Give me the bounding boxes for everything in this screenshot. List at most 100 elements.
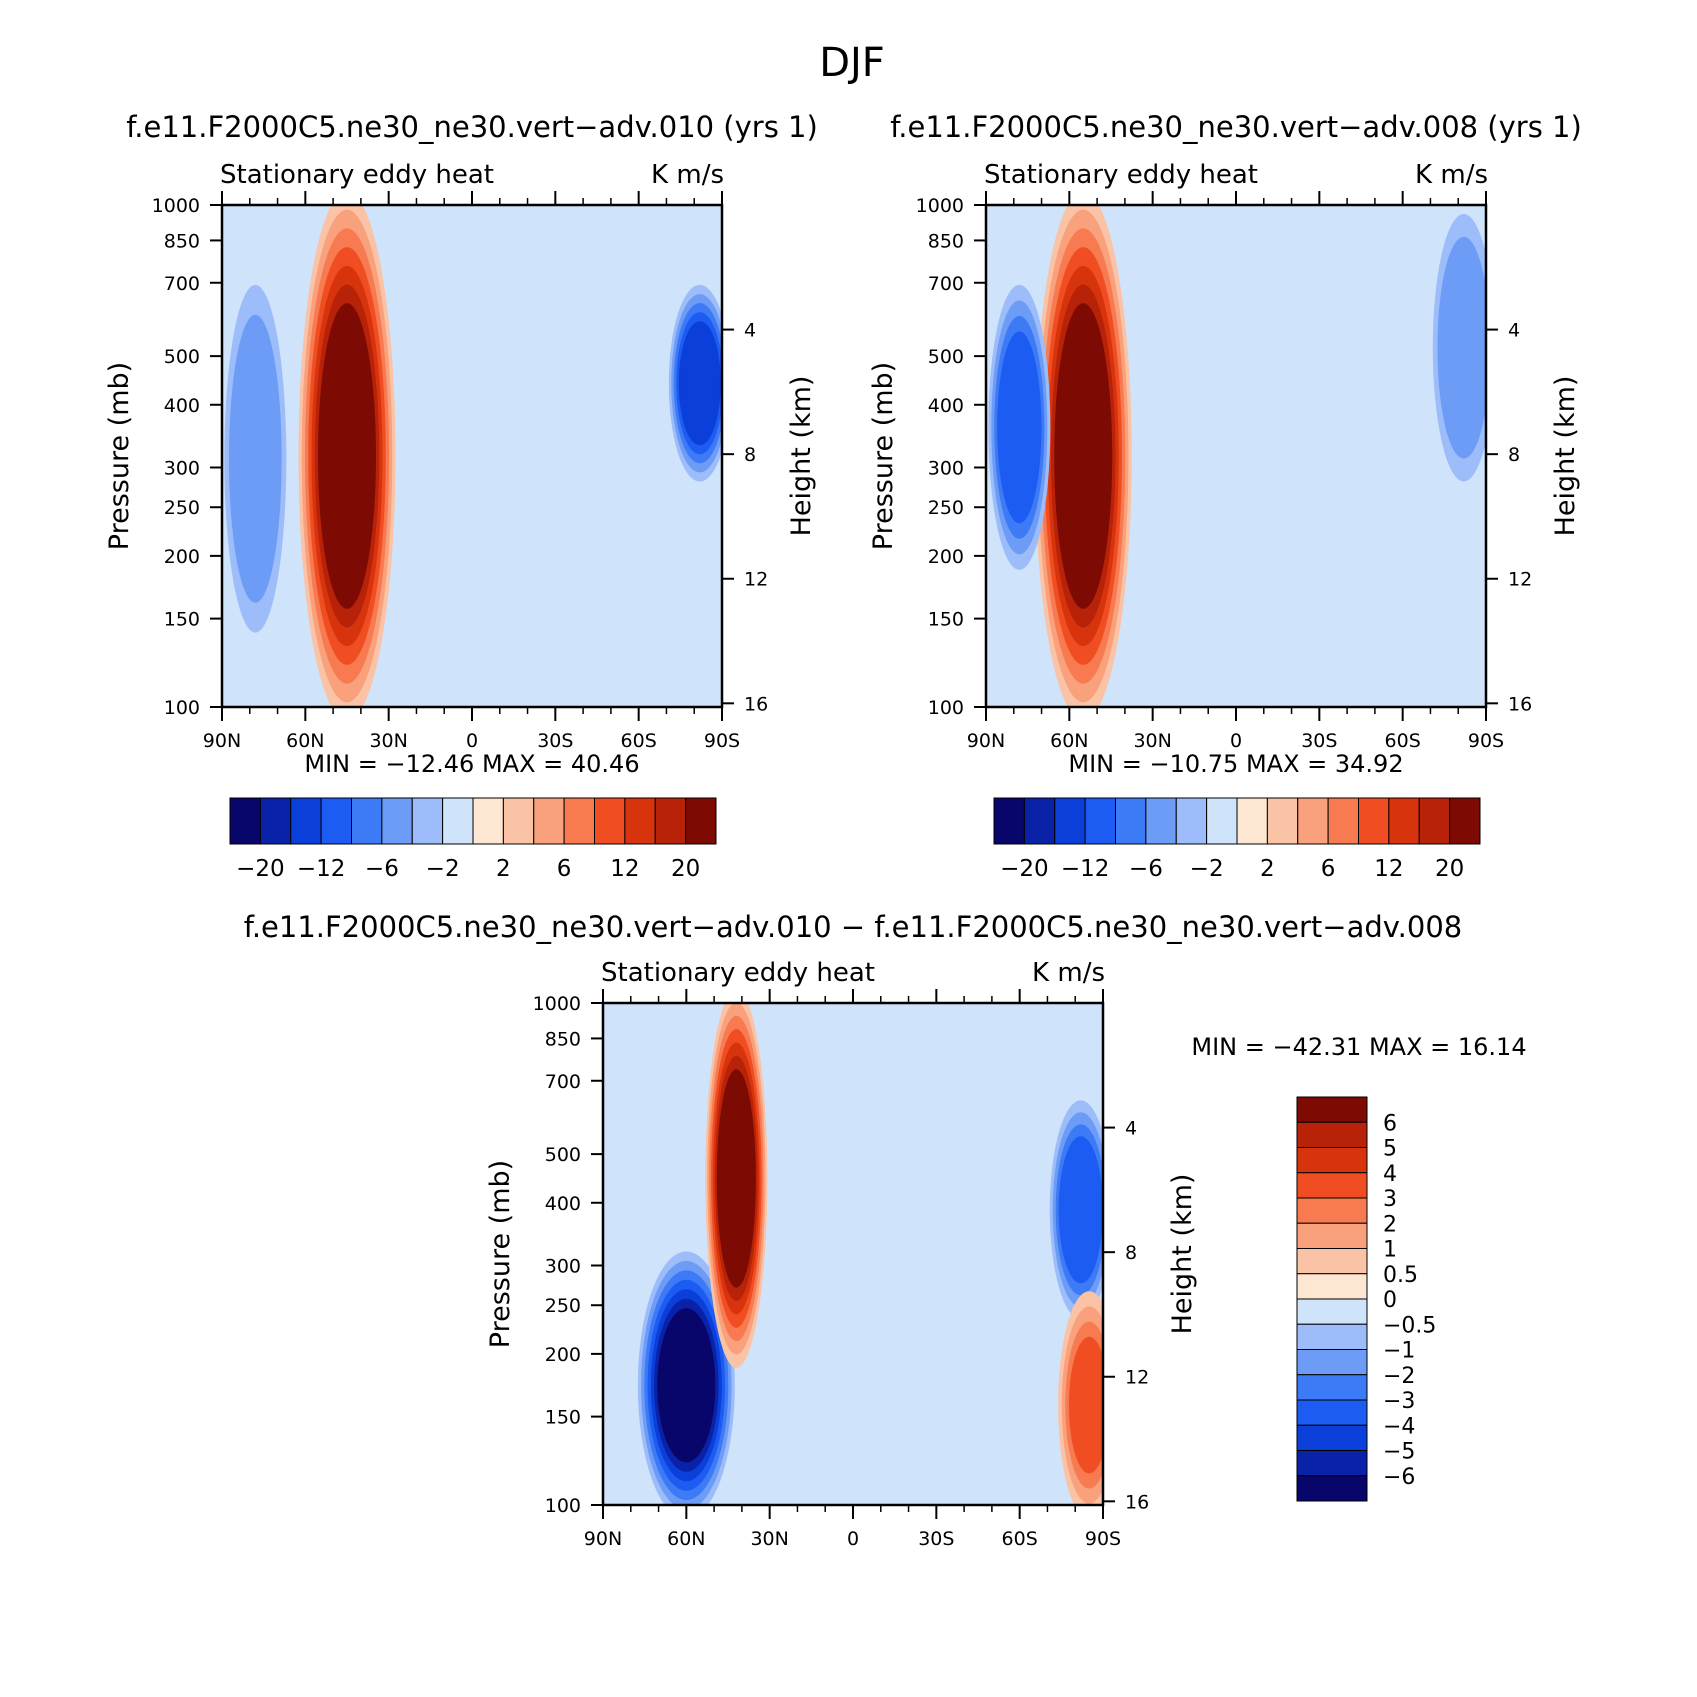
xtick-label: 30S [1301, 730, 1337, 752]
panel-3-stats: MIN = −42.31 MAX = 16.14 [1191, 1033, 1526, 1061]
colorbar-label: −20 [1000, 856, 1049, 882]
colorbar-swatch [1418, 797, 1451, 845]
colorbar-swatch [320, 797, 352, 845]
colorbar-label: −6 [1129, 856, 1163, 882]
colorbar-label: −6 [1383, 1465, 1415, 1490]
colorbar-swatch [1296, 1424, 1368, 1451]
height-tick-label: 16 [1125, 1491, 1149, 1513]
panel-2-stats: MIN = −10.75 MAX = 34.92 [1068, 750, 1403, 778]
xtick-label: 30S [537, 730, 573, 752]
ytick-label: 500 [928, 346, 964, 368]
colorbar-swatch [1296, 1197, 1368, 1224]
colorbar-swatch [1296, 1399, 1368, 1426]
ytick-label: 1000 [916, 195, 964, 217]
colorbar-label: 1 [1383, 1238, 1397, 1263]
contour-2-4 [1061, 1148, 1100, 1272]
xtick-label: 90N [584, 1528, 622, 1550]
panel-3-title: f.e11.F2000C5.ne30_ne30.vert−adv.010 − f… [244, 910, 1463, 944]
xtick-label: 0 [466, 730, 478, 752]
height-tick-label: 4 [1508, 320, 1520, 342]
colorbar-swatch [1236, 797, 1268, 845]
xtick-label: 30N [1133, 730, 1171, 752]
xtick-label: 60S [1385, 730, 1421, 752]
panel-3-units: K m/s [1032, 958, 1105, 988]
ytick-label: 150 [164, 609, 200, 631]
xtick-label: 90S [1468, 730, 1504, 752]
xtick-label: 60N [286, 730, 324, 752]
xtick-label: 30N [369, 730, 407, 752]
colorbar-swatch [1296, 1222, 1368, 1249]
panel-2-axes: 100 150 200 250 300 400 500 700 850 1000 16 12 8 4 90N… [916, 191, 1532, 752]
colorbar-swatch [533, 797, 565, 845]
panel-2-ylabel-right: Height (km) [1550, 376, 1581, 537]
ytick-label: 1000 [152, 195, 200, 217]
colorbar-label: 6 [1383, 1111, 1397, 1136]
colorbar-swatch [1296, 1450, 1368, 1477]
ytick-label: 300 [928, 457, 964, 479]
colorbar-label: −4 [1383, 1414, 1415, 1439]
xtick-label: 0 [1230, 730, 1242, 752]
ytick-label: 250 [164, 497, 200, 519]
colorbar-label: 4 [1383, 1162, 1397, 1187]
ytick-label: 500 [545, 1144, 581, 1166]
colorbar-swatch [1296, 1349, 1368, 1376]
colorbar-swatch [1054, 797, 1086, 845]
panel-1-contour-field [222, 205, 722, 707]
panel-2-colorbar: −20 −12 −6 −2 2 6 12 20 [993, 797, 1481, 882]
ytick-label: 400 [164, 395, 200, 417]
colorbar-swatch [1296, 1475, 1368, 1502]
ytick-label: 500 [164, 346, 200, 368]
xtick-label: 60N [1050, 730, 1088, 752]
colorbar-swatch [1296, 1147, 1368, 1174]
panel-1-stats: MIN = −12.46 MAX = 40.46 [304, 750, 639, 778]
colorbar-swatch [1206, 797, 1238, 845]
colorbar-label: −0.5 [1383, 1313, 1436, 1338]
colorbar-swatch [654, 797, 687, 845]
panel-1-colorbar: −20 −12 −6 −2 2 6 12 20 [229, 797, 717, 882]
panel-3: f.e11.F2000C5.ne30_ne30.vert−adv.010 − f… [244, 910, 1527, 1550]
ytick-label: 850 [545, 1028, 581, 1050]
ytick-label: 1000 [533, 993, 581, 1015]
colorbar-swatch [1296, 1298, 1368, 1325]
height-tick-label: 12 [1125, 1367, 1149, 1389]
xtick-label: 60N [667, 1528, 705, 1550]
colorbar-swatch [1297, 797, 1329, 845]
colorbar-label: 2 [496, 856, 511, 882]
colorbar-swatch [1296, 1273, 1368, 1300]
colorbar-swatch [1175, 797, 1208, 845]
height-tick-label: 16 [1508, 693, 1532, 715]
colorbar-label: 20 [671, 856, 700, 882]
colorbar-label: −5 [1383, 1440, 1415, 1465]
colorbar-swatch [1266, 797, 1299, 845]
colorbar-label: 0.5 [1383, 1263, 1418, 1288]
ytick-label: 150 [928, 609, 964, 631]
xtick-label: 60S [621, 730, 657, 752]
panel-1-ylabel: Pressure (mb) [104, 362, 135, 550]
colorbar-swatch [1358, 797, 1390, 845]
contour-1-7 [718, 1082, 754, 1275]
height-tick-label: 16 [744, 693, 768, 715]
field-background [222, 205, 722, 707]
contour-0-7 [321, 321, 373, 591]
colorbar-swatch [1327, 797, 1359, 845]
panel-2-title: f.e11.F2000C5.ne30_ne30.vert−adv.008 (yr… [890, 110, 1582, 144]
panel-3-ylabel-right: Height (km) [1167, 1174, 1198, 1335]
ytick-label: 100 [928, 697, 964, 719]
xtick-label: 0 [847, 1528, 859, 1550]
ytick-label: 400 [545, 1193, 581, 1215]
xtick-label: 90N [203, 730, 241, 752]
colorbar-swatch [442, 797, 474, 845]
ytick-label: 300 [164, 457, 200, 479]
ytick-label: 100 [545, 1495, 581, 1517]
colorbar-label: 3 [1383, 1187, 1397, 1212]
ytick-label: 200 [928, 546, 964, 568]
colorbar-swatch [1115, 797, 1147, 845]
colorbar-label: −3 [1383, 1389, 1415, 1414]
xtick-label: 60S [1002, 1528, 1038, 1550]
ytick-label: 250 [928, 497, 964, 519]
panel-1: f.e11.F2000C5.ne30_ne30.vert−adv.010 (yr… [104, 110, 818, 882]
panel-3-axes: 100 150 200 250 300 400 500 700 850 1000 16 12 8 4 90N… [533, 989, 1149, 1550]
contour-0-7 [1057, 321, 1109, 591]
ytick-label: 200 [164, 546, 200, 568]
